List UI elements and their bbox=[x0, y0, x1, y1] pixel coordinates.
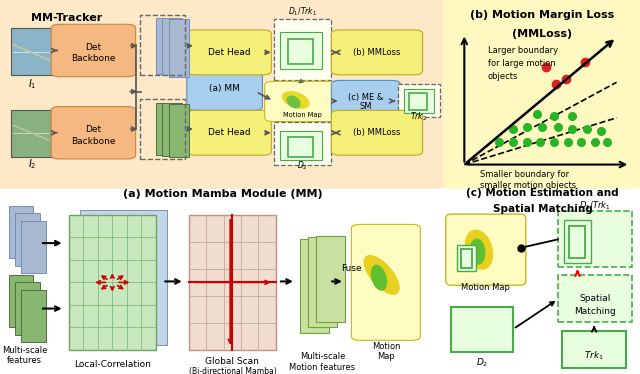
Text: Det: Det bbox=[85, 125, 102, 135]
Bar bbox=[15, 282, 40, 335]
Bar bbox=[273, 19, 332, 80]
Text: (Bi-directional Mamba): (Bi-directional Mamba) bbox=[189, 367, 276, 374]
Bar bbox=[169, 19, 189, 77]
Bar bbox=[9, 206, 33, 258]
Text: Matching: Matching bbox=[574, 307, 616, 316]
Bar bbox=[458, 245, 476, 271]
Text: (MMLoss): (MMLoss) bbox=[513, 29, 572, 39]
FancyBboxPatch shape bbox=[187, 30, 271, 75]
Bar bbox=[558, 211, 632, 267]
Text: (a) MM: (a) MM bbox=[209, 84, 240, 94]
Bar bbox=[558, 275, 632, 322]
Bar bbox=[80, 210, 167, 345]
Bar bbox=[11, 28, 53, 75]
Text: (a) Motion Mamba Module (MM): (a) Motion Mamba Module (MM) bbox=[123, 190, 322, 199]
Ellipse shape bbox=[465, 230, 493, 270]
Text: objects: objects bbox=[488, 72, 518, 81]
Bar bbox=[280, 32, 323, 69]
Text: $Trk_1$: $Trk_1$ bbox=[584, 349, 604, 362]
Text: SM: SM bbox=[360, 102, 372, 111]
FancyBboxPatch shape bbox=[187, 110, 271, 155]
Bar bbox=[163, 103, 182, 156]
Text: (b) MMLoss: (b) MMLoss bbox=[353, 128, 401, 137]
Text: Spatial: Spatial bbox=[579, 294, 611, 303]
Text: MM-Tracker: MM-Tracker bbox=[31, 13, 102, 23]
Bar bbox=[398, 84, 440, 117]
Bar bbox=[273, 123, 332, 165]
Text: Spatial Matching: Spatial Matching bbox=[493, 205, 592, 214]
Text: Multi-scale
features: Multi-scale features bbox=[2, 346, 47, 365]
Bar bbox=[308, 237, 337, 327]
Bar bbox=[569, 226, 586, 258]
Bar bbox=[140, 99, 184, 159]
Bar bbox=[9, 275, 33, 327]
Text: $I_1$: $I_1$ bbox=[28, 77, 36, 91]
FancyBboxPatch shape bbox=[446, 214, 526, 285]
Ellipse shape bbox=[364, 255, 400, 295]
Text: Smaller boundary for: Smaller boundary for bbox=[480, 170, 569, 179]
Text: (c) ME &: (c) ME & bbox=[348, 93, 383, 102]
Bar bbox=[562, 331, 627, 368]
Text: $I_2$: $I_2$ bbox=[28, 158, 36, 171]
Text: Motion Map: Motion Map bbox=[283, 112, 322, 118]
Bar bbox=[69, 215, 156, 350]
Bar bbox=[140, 15, 184, 75]
Text: Backbone: Backbone bbox=[71, 137, 116, 146]
Bar bbox=[189, 215, 276, 350]
Bar bbox=[280, 131, 323, 160]
Bar bbox=[11, 110, 53, 157]
Text: (b) Motion Margin Loss: (b) Motion Margin Loss bbox=[470, 10, 614, 20]
FancyBboxPatch shape bbox=[332, 80, 401, 120]
Text: Fuse: Fuse bbox=[341, 264, 362, 273]
Text: Motion Map: Motion Map bbox=[461, 283, 510, 292]
Text: $Trk_2$: $Trk_2$ bbox=[410, 111, 428, 123]
Bar bbox=[288, 39, 313, 64]
Text: Det Head: Det Head bbox=[208, 128, 250, 137]
Text: Det Head: Det Head bbox=[208, 48, 250, 57]
Bar bbox=[156, 18, 176, 74]
Ellipse shape bbox=[470, 239, 486, 264]
FancyBboxPatch shape bbox=[351, 224, 420, 340]
Text: Det: Det bbox=[85, 43, 102, 52]
Bar bbox=[156, 103, 176, 155]
Bar bbox=[451, 307, 513, 352]
FancyBboxPatch shape bbox=[332, 30, 422, 75]
Bar bbox=[409, 93, 427, 110]
Text: Multi-scale
Motion features: Multi-scale Motion features bbox=[289, 352, 356, 371]
Bar bbox=[461, 249, 472, 268]
Text: (b) MMLoss: (b) MMLoss bbox=[353, 48, 401, 57]
Ellipse shape bbox=[282, 91, 310, 109]
Text: Global Scan: Global Scan bbox=[205, 357, 259, 367]
Bar bbox=[300, 239, 329, 333]
FancyBboxPatch shape bbox=[443, 0, 640, 189]
Text: smaller motion objects: smaller motion objects bbox=[480, 181, 576, 190]
Text: $D_1/Trk_1$: $D_1/Trk_1$ bbox=[288, 6, 317, 18]
Ellipse shape bbox=[287, 95, 301, 108]
Bar bbox=[404, 89, 434, 113]
Bar bbox=[21, 221, 46, 273]
Text: (c) Motion Estimation and: (c) Motion Estimation and bbox=[466, 188, 619, 197]
FancyBboxPatch shape bbox=[265, 82, 340, 122]
Bar bbox=[316, 236, 345, 322]
Text: Larger boundary: Larger boundary bbox=[488, 46, 558, 55]
FancyBboxPatch shape bbox=[0, 0, 449, 189]
Ellipse shape bbox=[371, 265, 387, 291]
FancyBboxPatch shape bbox=[51, 107, 136, 159]
FancyBboxPatch shape bbox=[51, 24, 136, 77]
Text: Motion
Map: Motion Map bbox=[372, 342, 401, 361]
Bar bbox=[21, 290, 46, 342]
Bar bbox=[15, 213, 40, 266]
Text: Local-Correlation: Local-Correlation bbox=[74, 360, 151, 369]
Text: $D_1/Trk_1$: $D_1/Trk_1$ bbox=[579, 199, 611, 212]
FancyBboxPatch shape bbox=[332, 110, 422, 155]
Bar bbox=[564, 220, 591, 263]
Text: $D_2$: $D_2$ bbox=[297, 159, 308, 172]
Bar bbox=[169, 104, 189, 157]
Text: Backbone: Backbone bbox=[71, 54, 116, 64]
Text: $D_2$: $D_2$ bbox=[476, 356, 488, 369]
Text: for large motion: for large motion bbox=[488, 59, 556, 68]
FancyBboxPatch shape bbox=[187, 73, 262, 110]
Bar bbox=[163, 18, 182, 76]
Bar bbox=[288, 137, 313, 157]
